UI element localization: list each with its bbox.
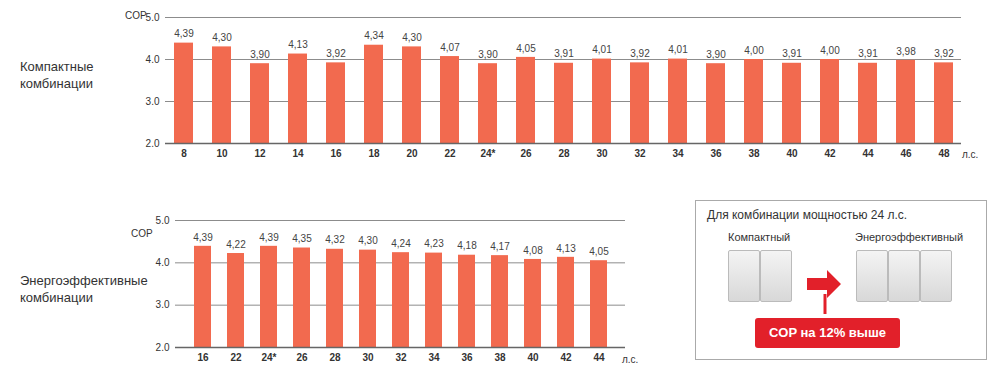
svg-text:30: 30	[362, 352, 374, 363]
svg-text:28: 28	[558, 148, 570, 159]
svg-text:4,24: 4,24	[391, 238, 411, 249]
svg-text:3,92: 3,92	[326, 48, 346, 59]
html-text:л.с.: л.с.	[622, 354, 639, 365]
svg-text:14: 14	[292, 148, 304, 159]
svg-text:32: 32	[634, 148, 646, 159]
svg-text:4,17: 4,17	[490, 241, 510, 252]
svg-text:3,90: 3,90	[478, 49, 498, 60]
svg-text:4,34: 4,34	[364, 30, 384, 41]
svg-text:4,01: 4,01	[668, 44, 688, 55]
svg-text:4,39: 4,39	[259, 232, 279, 243]
svg-text:4,01: 4,01	[592, 44, 612, 55]
svg-text:3,92: 3,92	[630, 48, 650, 59]
svg-text:3,98: 3,98	[896, 46, 916, 57]
svg-text:4,00: 4,00	[744, 45, 764, 56]
svg-text:34: 34	[672, 148, 684, 159]
html-text:COP на 12% выше: COP на 12% выше	[769, 325, 886, 340]
svg-text:44: 44	[862, 148, 874, 159]
svg-text:48: 48	[938, 148, 950, 159]
svg-text:2.0: 2.0	[156, 342, 170, 353]
svg-text:28: 28	[329, 352, 341, 363]
svg-text:16: 16	[330, 148, 342, 159]
svg-text:4,13: 4,13	[556, 243, 576, 254]
html-text:Энергоэффективный: Энергоэффективный	[855, 231, 963, 243]
svg-text:26: 26	[296, 352, 308, 363]
svg-text:2.0: 2.0	[146, 138, 160, 149]
svg-text:42: 42	[560, 352, 572, 363]
svg-text:4,32: 4,32	[325, 234, 345, 245]
svg-text:36: 36	[461, 352, 473, 363]
svg-text:5.0: 5.0	[156, 215, 170, 226]
svg-text:4,22: 4,22	[226, 239, 246, 250]
svg-text:4,18: 4,18	[457, 240, 477, 251]
svg-text:10: 10	[216, 148, 228, 159]
svg-text:4,39: 4,39	[174, 28, 194, 39]
svg-text:26: 26	[520, 148, 532, 159]
svg-text:18: 18	[368, 148, 380, 159]
svg-text:42: 42	[824, 148, 836, 159]
svg-text:5.0: 5.0	[146, 12, 160, 23]
svg-text:46: 46	[900, 148, 912, 159]
svg-text:4,08: 4,08	[523, 245, 543, 256]
svg-text:3,90: 3,90	[250, 49, 270, 60]
svg-text:34: 34	[428, 352, 440, 363]
svg-text:4,07: 4,07	[440, 42, 460, 53]
svg-text:4.0: 4.0	[156, 257, 170, 268]
html-text:Энергоэффективные комбинации: Энергоэффективные комбинации	[20, 273, 148, 305]
svg-text:30: 30	[596, 148, 608, 159]
svg-text:3,91: 3,91	[554, 48, 574, 59]
svg-text:22: 22	[444, 148, 456, 159]
svg-text:22: 22	[230, 352, 242, 363]
svg-text:44: 44	[593, 352, 605, 363]
svg-text:3,91: 3,91	[782, 48, 802, 59]
html-text:COP: COP	[131, 228, 153, 239]
svg-text:4,00: 4,00	[820, 45, 840, 56]
svg-text:40: 40	[786, 148, 798, 159]
svg-text:4,23: 4,23	[424, 238, 444, 249]
svg-text:3,91: 3,91	[858, 48, 878, 59]
svg-text:4.0: 4.0	[146, 54, 160, 65]
html-text:л.с.: л.с.	[962, 149, 979, 160]
svg-text:24*: 24*	[480, 148, 495, 159]
html-text:Компактные комбинации: Компактные комбинации	[20, 59, 94, 91]
svg-text:38: 38	[748, 148, 760, 159]
svg-text:4,30: 4,30	[212, 32, 232, 43]
svg-text:4,30: 4,30	[402, 32, 422, 43]
svg-text:20: 20	[406, 148, 418, 159]
svg-text:3.0: 3.0	[146, 96, 160, 107]
svg-text:4,35: 4,35	[292, 233, 312, 244]
svg-text:3.0: 3.0	[156, 299, 170, 310]
html-text:Компактный: Компактный	[728, 231, 791, 243]
svg-text:3,90: 3,90	[706, 49, 726, 60]
svg-text:36: 36	[710, 148, 722, 159]
html-text:Для комбинации мощностью 24 л.: Для комбинации мощностью 24 л.с.	[707, 208, 908, 222]
svg-text:32: 32	[395, 352, 407, 363]
svg-text:4,05: 4,05	[589, 246, 609, 257]
svg-text:3,92: 3,92	[934, 48, 954, 59]
svg-text:4,39: 4,39	[193, 232, 213, 243]
svg-text:38: 38	[494, 352, 506, 363]
svg-text:4,30: 4,30	[358, 235, 378, 246]
svg-text:4,13: 4,13	[288, 39, 308, 50]
svg-text:12: 12	[254, 148, 266, 159]
svg-text:24*: 24*	[261, 352, 276, 363]
html-text:COP: COP	[125, 10, 147, 21]
svg-text:40: 40	[527, 352, 539, 363]
svg-text:16: 16	[197, 352, 209, 363]
svg-text:8: 8	[181, 148, 187, 159]
svg-text:4,05: 4,05	[516, 43, 536, 54]
